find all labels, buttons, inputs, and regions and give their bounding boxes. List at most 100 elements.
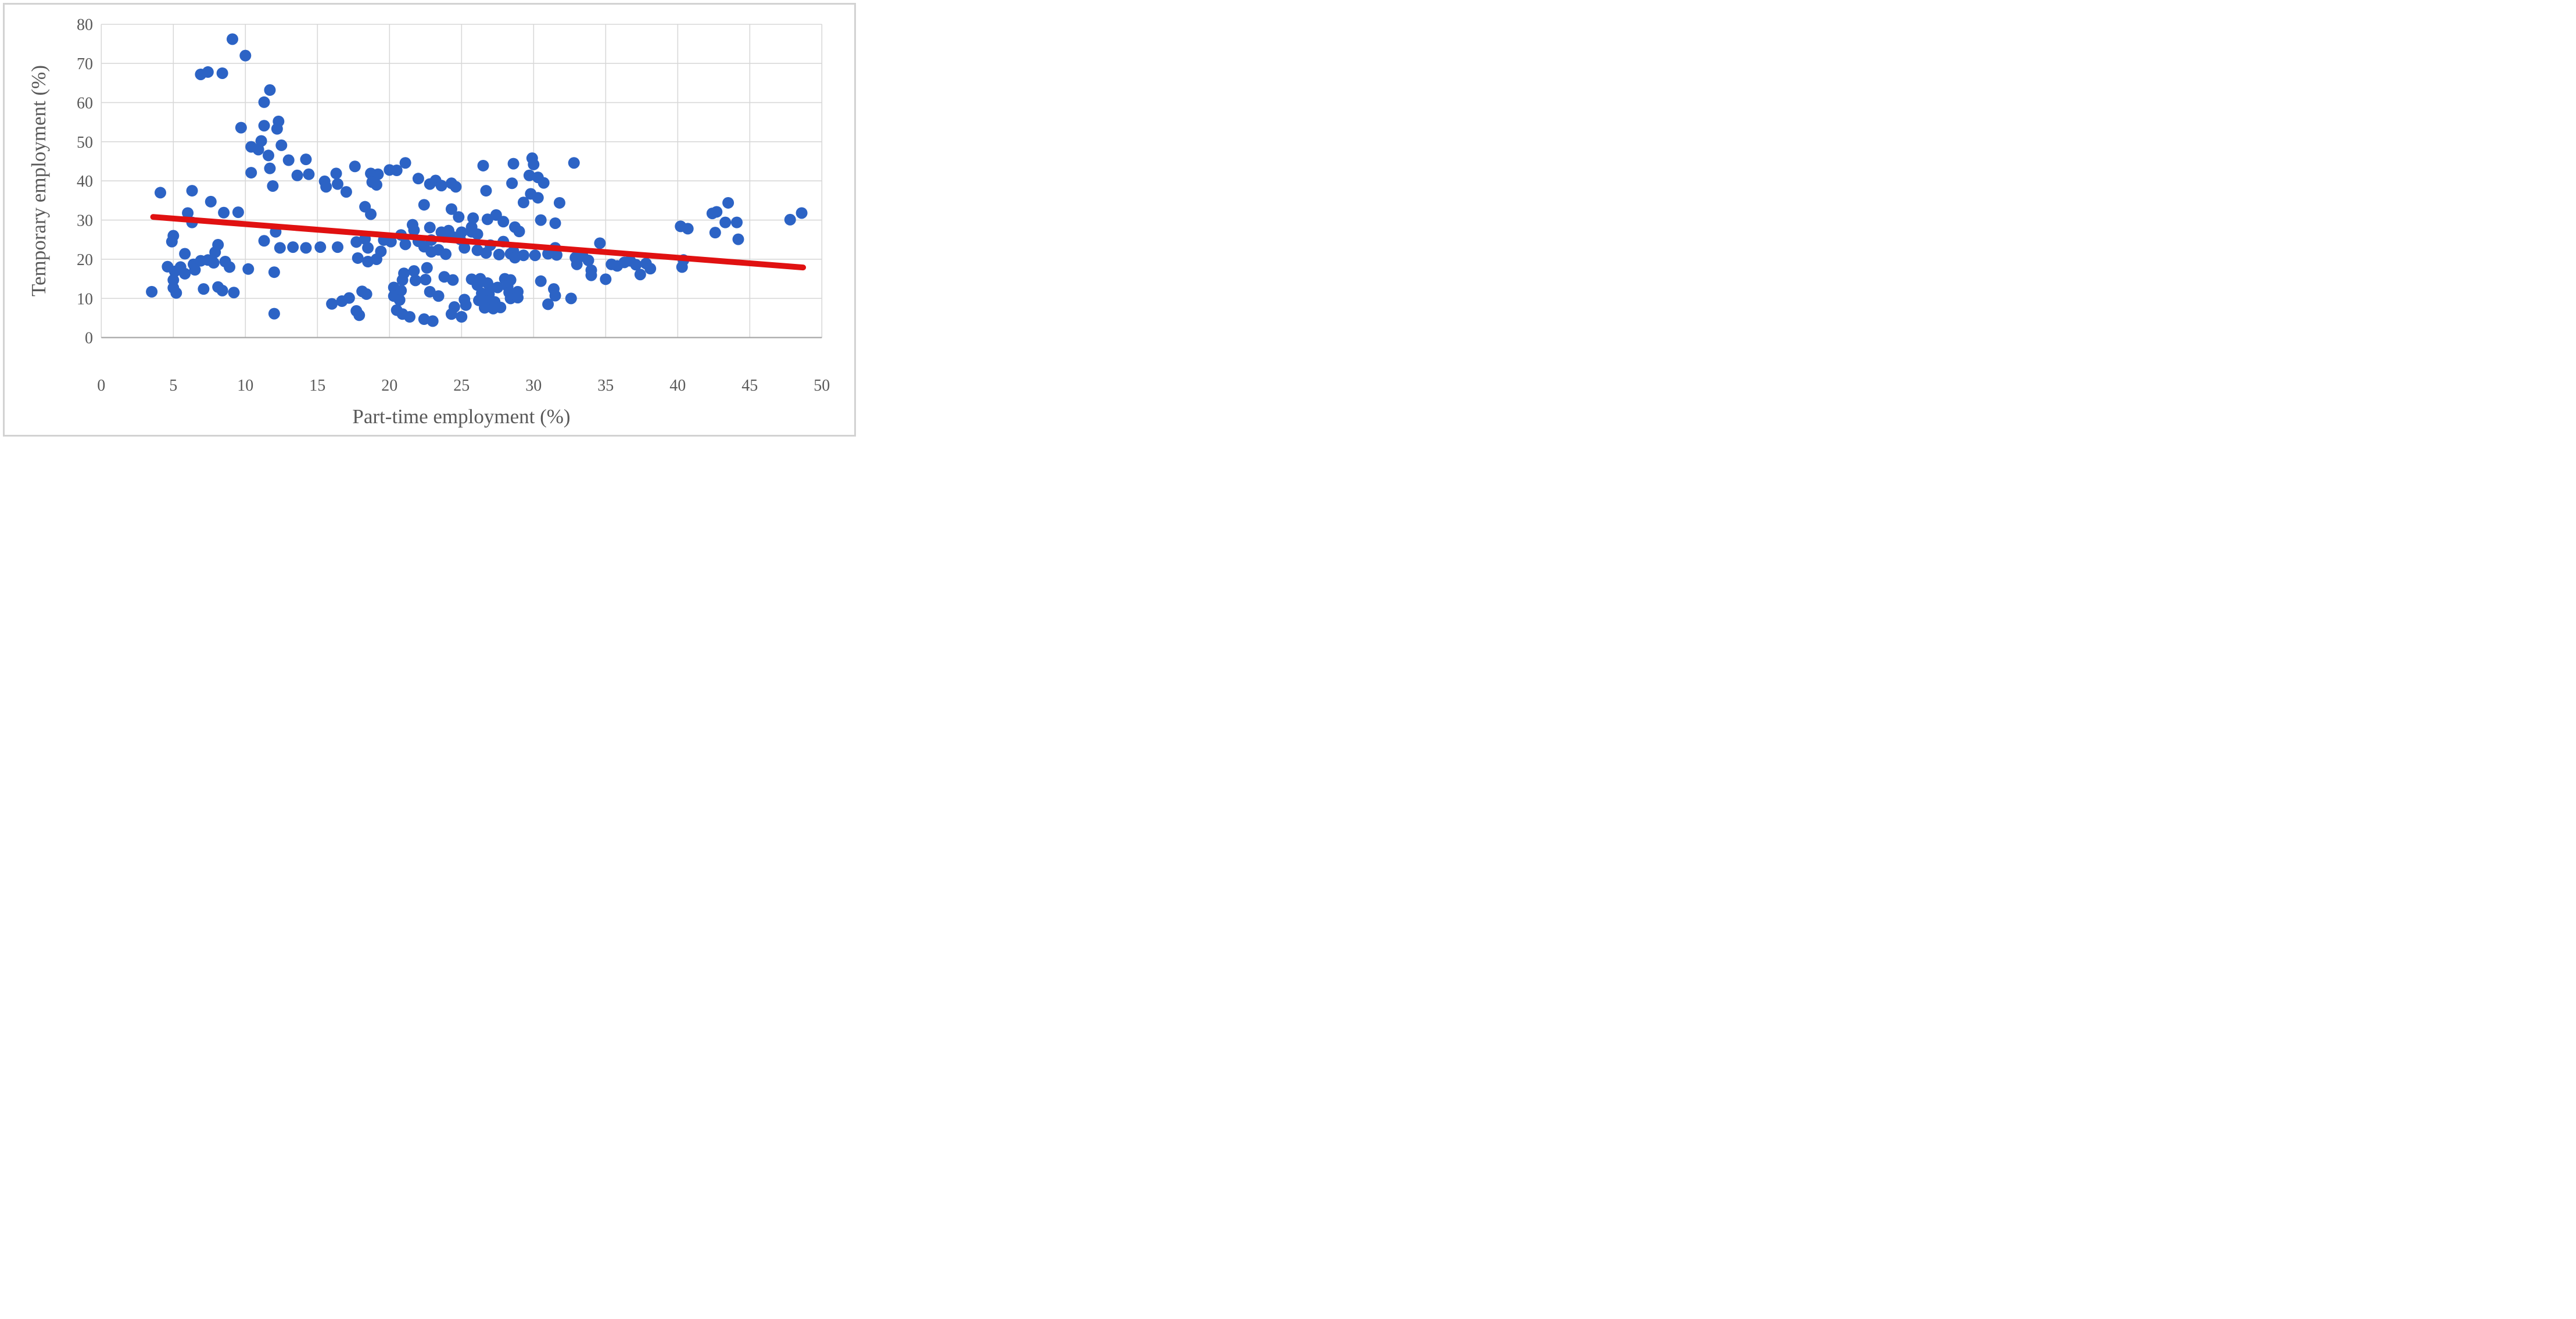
y-tick-label: 30 bbox=[77, 212, 93, 230]
scatter-point bbox=[404, 310, 416, 323]
y-tick-label: 70 bbox=[77, 55, 93, 73]
scatter-point bbox=[492, 281, 504, 294]
scatter-point bbox=[370, 253, 382, 265]
scatter-point bbox=[453, 211, 465, 223]
scatter-point bbox=[424, 285, 436, 298]
scatter-point bbox=[421, 262, 433, 274]
scatter-point bbox=[495, 301, 507, 313]
scatter-point bbox=[291, 169, 303, 181]
scatter-point bbox=[600, 273, 612, 285]
scatter-point bbox=[179, 248, 191, 260]
y-tick-label: 10 bbox=[77, 290, 93, 308]
scatter-point bbox=[179, 267, 191, 280]
scatter-point bbox=[565, 292, 577, 305]
scatter-point bbox=[408, 265, 420, 277]
scatter-point bbox=[568, 157, 580, 169]
y-tick-label: 50 bbox=[77, 134, 93, 152]
scatter-point bbox=[258, 235, 270, 247]
scatter-point bbox=[182, 207, 194, 219]
scatter-point bbox=[517, 196, 529, 209]
scatter-point bbox=[418, 199, 430, 211]
scatter-point bbox=[362, 242, 374, 254]
scatter-point bbox=[258, 120, 270, 132]
scatter-point bbox=[719, 216, 732, 228]
scatter-point bbox=[166, 235, 178, 248]
scatter-series bbox=[146, 33, 808, 327]
scatter-point bbox=[300, 153, 312, 166]
scatter-point bbox=[202, 66, 214, 78]
scatter-point bbox=[420, 273, 432, 285]
scatter-point bbox=[550, 249, 563, 261]
scatter-point bbox=[170, 287, 182, 299]
scatter-point bbox=[393, 294, 406, 306]
y-tick-label: 60 bbox=[77, 94, 93, 112]
scatter-point bbox=[478, 302, 490, 314]
scatter-point bbox=[314, 241, 327, 253]
scatter-point bbox=[154, 187, 166, 199]
tick-labels: 0 5 10 15 20 25 30 35 40 45 50 0 10 20 30 40 50 60 70 80 bbox=[77, 16, 830, 395]
scatter-point bbox=[432, 290, 445, 302]
scatter-point bbox=[349, 160, 361, 173]
scatter-point bbox=[471, 228, 483, 240]
scatter-point bbox=[456, 226, 468, 238]
scatter-point bbox=[332, 241, 344, 253]
scatter-point bbox=[326, 298, 338, 310]
x-axis-title: Part-time employment (%) bbox=[352, 405, 570, 428]
scatter-point bbox=[630, 259, 642, 271]
scatter-point bbox=[458, 242, 471, 254]
scatter-point bbox=[408, 224, 420, 237]
scatter-point bbox=[412, 173, 424, 185]
x-tick-label: 0 bbox=[97, 377, 105, 395]
x-tick-label: 50 bbox=[814, 377, 830, 395]
scatter-point bbox=[549, 217, 561, 229]
scatter-point bbox=[542, 248, 554, 260]
scatter-point bbox=[481, 213, 493, 226]
scatter-point bbox=[542, 298, 554, 310]
scatter-point bbox=[644, 263, 657, 275]
scatter-point bbox=[549, 289, 561, 302]
chart-canvas: 0 5 10 15 20 25 30 35 40 45 50 0 10 20 30 40 50 60 70 80 Pa… bbox=[27, 16, 830, 428]
scatter-point bbox=[226, 33, 238, 45]
scatter-point bbox=[528, 158, 540, 170]
x-tick-label: 40 bbox=[669, 377, 686, 395]
scatter-point bbox=[709, 227, 721, 239]
scatter-point bbox=[274, 242, 286, 254]
scatter-point bbox=[784, 213, 796, 226]
scatter-point bbox=[252, 144, 264, 156]
y-tick-label: 20 bbox=[77, 251, 93, 269]
scatter-point bbox=[198, 283, 210, 295]
x-tick-label: 45 bbox=[741, 377, 758, 395]
scatter-point bbox=[445, 308, 457, 320]
y-tick-label: 0 bbox=[85, 330, 93, 348]
x-tick-label: 15 bbox=[309, 377, 325, 395]
scatter-point bbox=[239, 49, 252, 62]
scatter-point bbox=[205, 195, 217, 208]
scatter-point bbox=[447, 274, 459, 286]
scatter-point bbox=[445, 203, 457, 215]
scatter-point bbox=[450, 181, 462, 193]
scatter-point bbox=[282, 154, 295, 166]
scatter-point bbox=[722, 196, 735, 209]
scatter-point bbox=[535, 275, 547, 287]
y-tick-label: 80 bbox=[77, 16, 93, 34]
scatter-point bbox=[711, 206, 723, 218]
scatter-point bbox=[216, 284, 228, 296]
scatter-point bbox=[427, 315, 439, 327]
x-tick-label: 20 bbox=[381, 377, 397, 395]
scatter-point bbox=[538, 177, 550, 189]
scatter-point bbox=[424, 221, 436, 234]
scatter-point bbox=[218, 206, 230, 219]
scatter-point bbox=[582, 254, 594, 266]
scatter-point bbox=[268, 308, 280, 320]
scatter-point bbox=[242, 263, 255, 275]
scatter-point bbox=[512, 291, 524, 303]
scatter-point bbox=[332, 178, 344, 190]
scatter-point bbox=[216, 67, 228, 79]
scatter-point bbox=[796, 207, 808, 219]
scatter-point bbox=[267, 180, 279, 192]
scatter-point bbox=[390, 165, 403, 177]
trend-line-layer bbox=[150, 214, 807, 271]
scatter-point bbox=[320, 181, 332, 193]
scatter-point bbox=[456, 310, 468, 323]
scatter-point bbox=[676, 261, 688, 273]
